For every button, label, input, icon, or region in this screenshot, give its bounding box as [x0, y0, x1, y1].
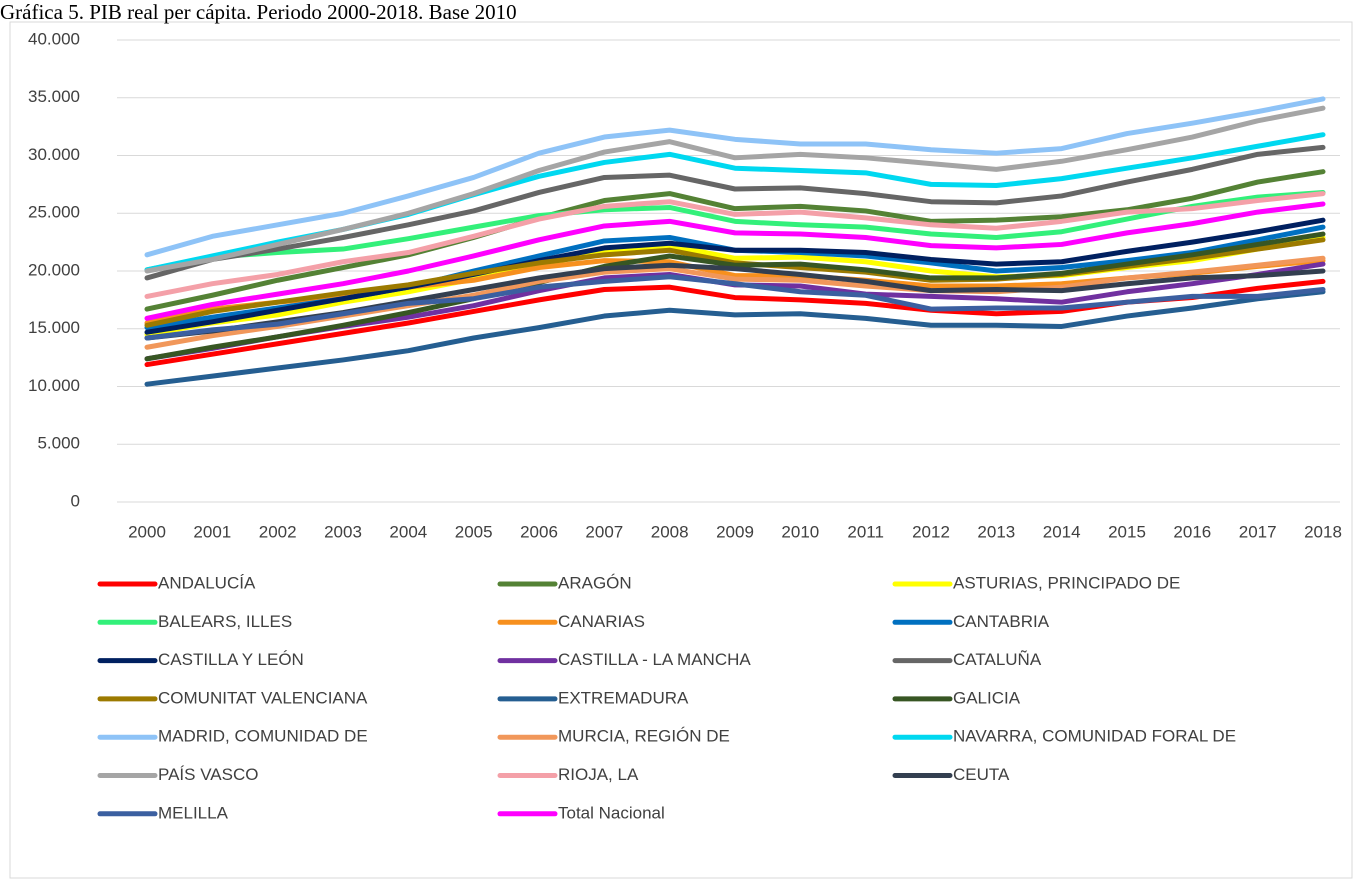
series-line	[144, 144, 1326, 281]
x-tick-label: 2006	[520, 522, 558, 541]
x-tick-label: 2010	[781, 522, 819, 541]
legend-label: COMUNITAT VALENCIANA	[158, 688, 368, 707]
legend-label: BALEARS, ILLES	[158, 612, 292, 631]
legend-label: PAÍS VASCO	[158, 765, 258, 784]
x-tick-label: 2012	[912, 522, 950, 541]
x-tick-label: 2003	[324, 522, 362, 541]
series-line	[144, 105, 1326, 274]
legend-label: CATALUÑA	[953, 650, 1042, 669]
series-line	[144, 201, 1326, 321]
x-tick-label: 2002	[259, 522, 297, 541]
x-tick-label: 2001	[193, 522, 231, 541]
legend-label: MADRID, COMUNIDAD DE	[158, 727, 368, 746]
x-tick-label: 2013	[977, 522, 1015, 541]
chart-border	[9, 21, 1353, 879]
legend-label: Total Nacional	[558, 803, 665, 822]
series-line	[144, 189, 1326, 273]
series-line	[144, 96, 1326, 258]
legend-label: CASTILLA Y LEÓN	[158, 650, 304, 669]
x-tick-label: 2018	[1304, 522, 1342, 541]
x-tick-label: 2004	[389, 522, 427, 541]
chart-title: Gráfica 5. PIB real per cápita. Periodo …	[0, 0, 517, 24]
y-tick-label: 0	[71, 491, 80, 510]
x-tick-label: 2009	[716, 522, 754, 541]
y-tick-label: 10.000	[28, 376, 80, 395]
legend-label: ASTURIAS, PRINCIPADO DE	[953, 573, 1180, 592]
x-tick-label: 2014	[1043, 522, 1081, 541]
x-tick-label: 2011	[847, 522, 884, 541]
series-line	[144, 274, 1326, 341]
y-tick-label: 20.000	[28, 260, 80, 279]
y-tick-label: 5.000	[37, 434, 80, 453]
legend-label: CASTILLA - LA MANCHA	[558, 650, 751, 669]
legend-label: CANTABRIA	[953, 612, 1050, 631]
y-tick-label: 25.000	[28, 203, 80, 222]
series-line	[144, 191, 1326, 299]
legend-label: CANARIAS	[558, 612, 645, 631]
x-tick-label: 2017	[1239, 522, 1277, 541]
legend-label: ANDALUCÍA	[158, 573, 256, 592]
x-tick-label: 2005	[455, 522, 493, 541]
y-tick-label: 30.000	[28, 145, 80, 164]
legend-label: EXTREMADURA	[558, 688, 689, 707]
series-line	[144, 217, 1326, 335]
series-line	[144, 289, 1326, 387]
legend-label: ARAGÓN	[558, 573, 632, 592]
legend-label: CEUTA	[953, 765, 1010, 784]
legend-label: GALICIA	[953, 688, 1021, 707]
legend-label: MELILLA	[158, 803, 229, 822]
x-tick-label: 2016	[1173, 522, 1211, 541]
x-tick-label: 2007	[585, 522, 623, 541]
legend-label: NAVARRA, COMUNIDAD FORAL DE	[953, 727, 1236, 746]
y-tick-label: 40.000	[28, 29, 80, 48]
y-tick-label: 35.000	[28, 87, 80, 106]
x-tick-label: 2000	[128, 522, 166, 541]
x-tick-label: 2015	[1108, 522, 1146, 541]
series-line	[144, 231, 1326, 362]
legend-label: MURCIA, REGIÓN DE	[558, 727, 730, 746]
x-tick-label: 2008	[651, 522, 689, 541]
legend-label: RIOJA, LA	[558, 765, 639, 784]
y-tick-label: 15.000	[28, 318, 80, 337]
